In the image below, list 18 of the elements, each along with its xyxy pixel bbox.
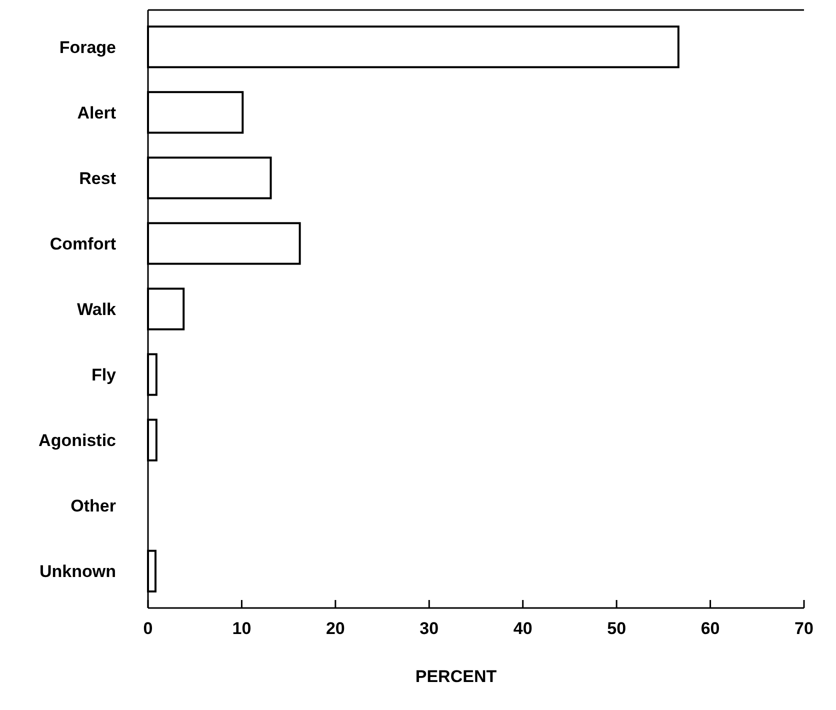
x-tick-label: 40	[513, 619, 532, 638]
y-tick-label: Rest	[79, 168, 116, 188]
x-tick-label: 70	[794, 619, 814, 638]
y-tick-label: Other	[70, 496, 116, 516]
y-tick-label: Fly	[91, 365, 117, 384]
y-tick-label: Forage	[59, 38, 116, 57]
y-tick-label: Unknown	[40, 562, 116, 582]
x-axis-title: PERCENT	[415, 667, 498, 686]
y-tick-label: Agonistic	[38, 431, 116, 450]
x-tick-label: 0	[143, 619, 153, 638]
x-tick-label: 10	[232, 619, 252, 638]
x-tick-label: 60	[700, 619, 720, 638]
x-tick-label: 50	[607, 619, 626, 638]
x-tick-label: 30	[420, 619, 439, 638]
y-tick-label: Alert	[77, 103, 116, 122]
x-tick-label: 20	[326, 619, 345, 638]
y-tick-label: Walk	[76, 300, 117, 319]
y-tick-label: Comfort	[50, 234, 116, 254]
